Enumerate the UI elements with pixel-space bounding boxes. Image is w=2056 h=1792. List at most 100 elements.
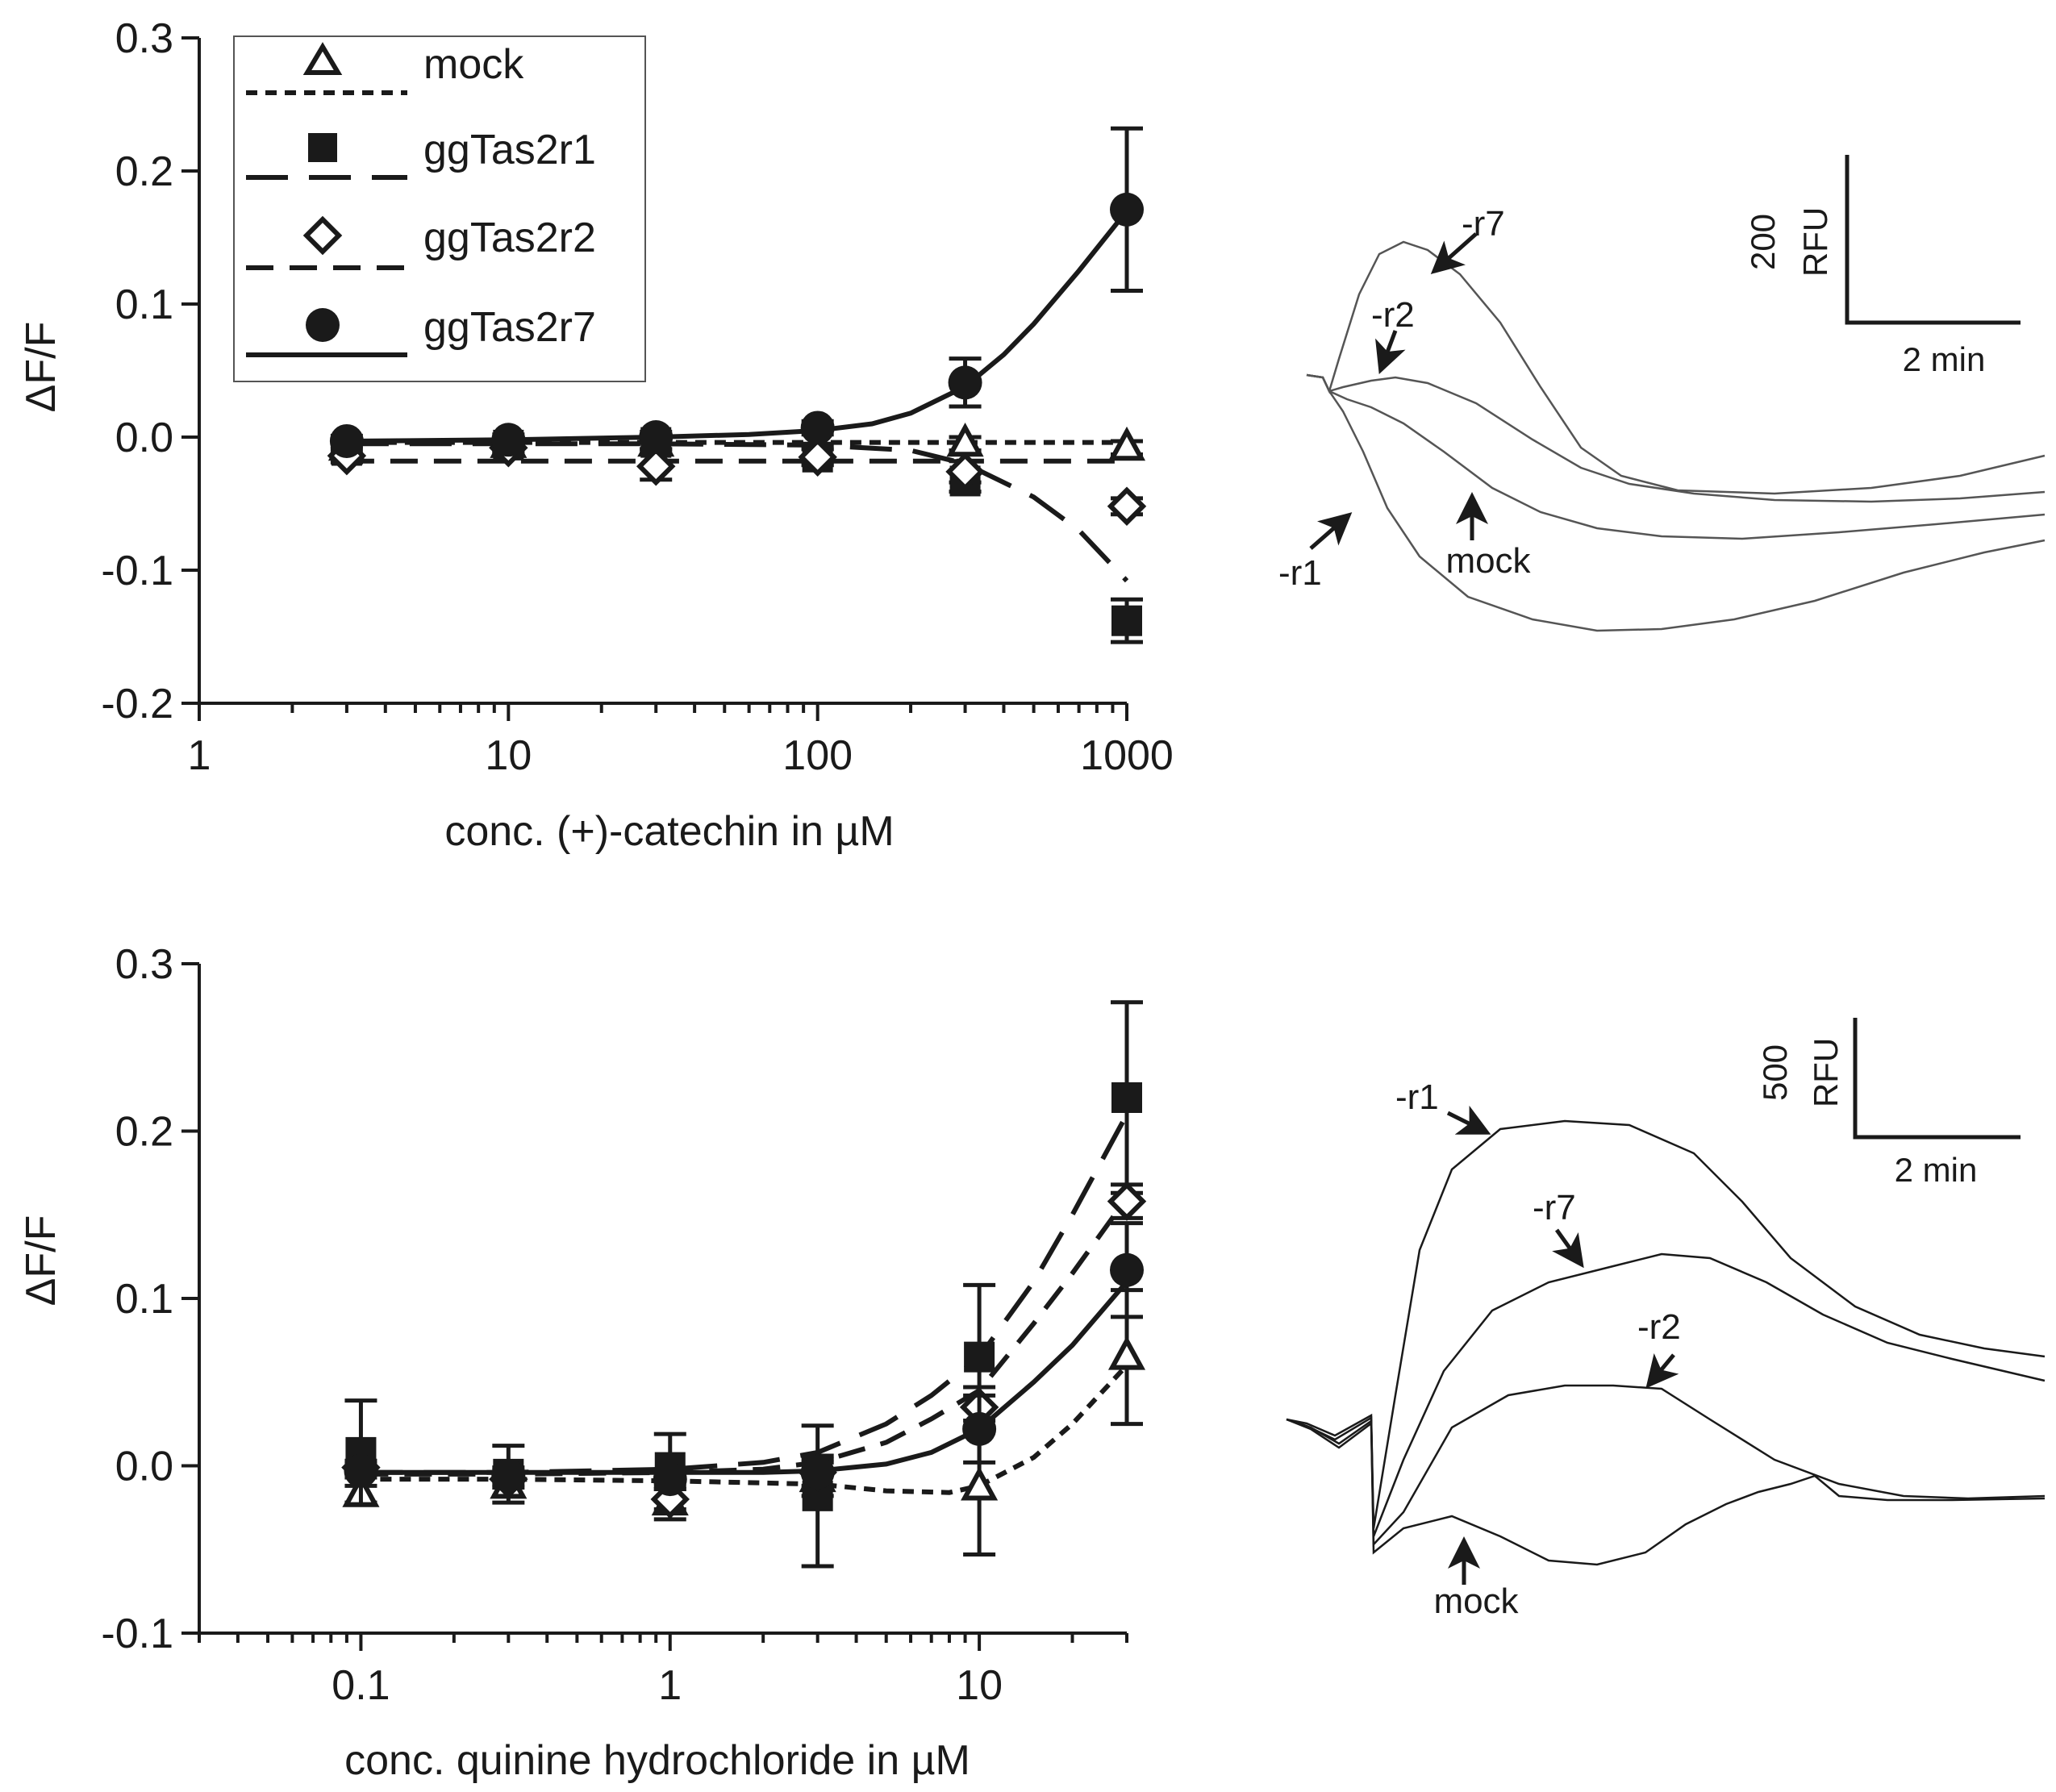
legend-marker-ggtas2r1: [308, 133, 337, 162]
catechin-point-ggtas2r7: [491, 423, 526, 457]
quinine-y-tick-label: 0.0: [115, 1444, 173, 1490]
catechin-chart: ΔF/F conc. (+)-catechin in µM mock ggTas…: [18, 15, 1174, 855]
quinine-y-tick-label: -0.1: [101, 1611, 173, 1657]
trace-top-label-r7: -r7: [1462, 204, 1505, 244]
trace-top-label-mock: mock: [1445, 541, 1531, 581]
scalebar-top: [1845, 155, 2021, 325]
trace-bottom-label-r7: -r7: [1533, 1188, 1576, 1227]
catechin-point-ggtas2r2: [945, 452, 985, 492]
scalebar-top-unit: RFU: [1796, 207, 1834, 277]
catechin-point-ggtas2r7: [1110, 192, 1144, 227]
catechin-y-tick-label: -0.2: [101, 681, 173, 727]
quinine-y-tick-label: 0.1: [115, 1276, 173, 1323]
quinine-chart: ΔF/F conc. quinine hydrochloride in µM -…: [18, 941, 1147, 1784]
trace-bottom-label-r2: -r2: [1637, 1307, 1681, 1347]
quinine-point-mock: [961, 1466, 999, 1501]
arrow-bottom-r7: [1552, 1228, 1584, 1269]
scalebar-top-time: 2 min: [1903, 340, 1986, 378]
catechin-y-axis-label: ΔF/F: [18, 322, 65, 413]
trace-top-mock: [1306, 373, 2046, 540]
legend-marker-ggtas2r2: [302, 215, 343, 256]
trace-bottom-label-r1: -r1: [1395, 1077, 1439, 1117]
quinine-point-ggtas2r1: [964, 1341, 995, 1373]
trace-bottom-r2: [1286, 1384, 2046, 1548]
legend-entry-ggtas2r1: ggTas2r1: [246, 127, 596, 180]
quinine-x-axis-label: conc. quinine hydrochloride in µM: [344, 1737, 970, 1784]
catechin-point-ggtas2r7: [639, 420, 674, 454]
legend-marker-mock: [302, 42, 343, 75]
trace-top-label-r1: -r1: [1278, 553, 1322, 593]
arrow-bottom-r2: [1645, 1352, 1679, 1389]
trace-top-label-r2: -r2: [1371, 295, 1415, 335]
trace-top-r7: [1306, 240, 2046, 495]
scalebar-bottom-time: 2 min: [1895, 1151, 1978, 1189]
trace-bottom-r1: [1286, 1119, 2046, 1529]
catechin-point-mock: [1107, 426, 1146, 461]
catechin-point-ggtas2r1: [1111, 605, 1142, 636]
quinine-point-mock: [1107, 1336, 1146, 1370]
quinine-point-ggtas2r1: [1111, 1082, 1142, 1113]
quinine-x-tick-label: 10: [956, 1662, 1003, 1709]
catechin-x-axis-label: conc. (+)-catechin in µM: [444, 808, 894, 855]
trace-top-r2: [1306, 373, 2046, 503]
quinine-point-ggtas2r7: [1110, 1252, 1144, 1287]
scalebar-bottom-unit: RFU: [1807, 1038, 1845, 1107]
quinine-traces-panel: -r1 -r7 -r2 mock 500 RFU 2 min: [1286, 1018, 2046, 1621]
trace-top-r1: [1306, 373, 2046, 632]
quinine-point-ggtas2r7: [653, 1462, 687, 1497]
quinine-point-ggtas2r7: [962, 1411, 997, 1446]
catechin-fit-ggtas2r7: [346, 209, 1129, 444]
arrow-top-r1: [1309, 512, 1353, 550]
catechin-fit-ggtas2r1: [346, 441, 1129, 583]
arrow-bottom-r1: [1446, 1105, 1491, 1135]
scalebar-bottom: [1853, 1018, 2021, 1140]
legend-entry-ggtas2r2: ggTas2r2: [246, 215, 596, 270]
quinine-y-tick-label: 0.2: [115, 1109, 173, 1156]
catechin-x-tick-label: 1: [188, 732, 211, 779]
catechin-y-tick-label: 0.0: [115, 415, 173, 461]
catechin-x-tick-label: 100: [782, 732, 853, 779]
catechin-traces-panel: -r7 -r2 -r1 mock 200 RFU 2 min: [1278, 155, 2046, 632]
catechin-legend: mock ggTas2r1 ggTas2r2 ggTas2r7: [233, 35, 646, 382]
legend-marker-ggtas2r7: [306, 308, 340, 342]
catechin-x-tick-label: 10: [485, 732, 532, 779]
quinine-point-ggtas2r7: [344, 1453, 378, 1488]
quinine-fit-ggtas2r1: [361, 1113, 1129, 1475]
catechin-point-ggtas2r2: [798, 437, 837, 477]
quinine-point-ggtas2r2: [1107, 1181, 1147, 1221]
quinine-fit-ggtas2r2: [361, 1196, 1129, 1477]
scalebar-bottom-value: 500: [1756, 1044, 1794, 1101]
catechin-y-tick-label: -0.1: [101, 548, 173, 594]
catechin-y-tick-label: 0.1: [115, 281, 173, 328]
catechin-y-tick-label: 0.2: [115, 148, 173, 195]
catechin-point-ggtas2r7: [948, 365, 982, 400]
catechin-point-ggtas2r2: [1107, 486, 1147, 527]
legend-entry-mock: mock: [246, 41, 524, 95]
quinine-y-tick-label: 0.3: [115, 941, 173, 988]
legend-label-mock: mock: [423, 41, 524, 88]
quinine-point-ggtas2r7: [491, 1458, 526, 1493]
catechin-point-ggtas2r2: [636, 447, 676, 486]
catechin-y-tick-label: 0.3: [115, 15, 173, 62]
arrow-top-r7: [1430, 232, 1478, 274]
trace-bottom-r7: [1286, 1252, 2046, 1537]
catechin-point-ggtas2r7: [329, 423, 364, 458]
scalebar-top-value: 200: [1744, 214, 1782, 270]
quinine-fit-ggtas2r7: [361, 1280, 1129, 1475]
legend-entry-ggtas2r7: ggTas2r7: [246, 304, 596, 357]
quinine-x-tick-label: 1: [658, 1662, 682, 1709]
legend-label-ggtas2r2: ggTas2r2: [423, 215, 596, 261]
quinine-y-axis-label: ΔF/F: [18, 1215, 65, 1306]
catechin-point-ggtas2r7: [800, 410, 835, 445]
arrow-top-r2: [1375, 330, 1406, 375]
quinine-point-ggtas2r7: [800, 1455, 835, 1490]
legend-box: [233, 35, 646, 382]
quinine-x-tick-label: 0.1: [332, 1662, 390, 1709]
trace-bottom-mock: [1286, 1418, 2046, 1566]
legend-label-ggtas2r1: ggTas2r1: [423, 127, 596, 173]
catechin-x-tick-label: 1000: [1080, 732, 1174, 779]
trace-bottom-label-mock: mock: [1433, 1582, 1519, 1621]
quinine-fit-mock: [361, 1363, 1129, 1495]
legend-label-ggtas2r7: ggTas2r7: [423, 304, 596, 351]
